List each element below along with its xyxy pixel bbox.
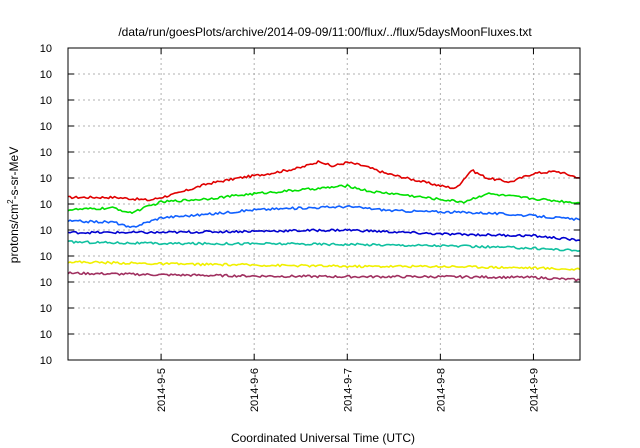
- x-tick-label: 2014-9-8: [435, 368, 447, 412]
- y-tick-label: 10: [40, 121, 52, 133]
- y-tick-label: 10: [40, 225, 52, 237]
- y-tick-label: 10: [40, 173, 52, 185]
- series-line-2: [67, 183, 581, 214]
- y-tick-label: 10: [40, 69, 52, 81]
- y-tick-label: 10: [40, 199, 52, 211]
- y-tick-label: 10: [40, 147, 52, 159]
- y-axis-ticks: 10-610-510-410-310-210-11001011021031041…: [40, 43, 580, 367]
- x-tick-label: 2014-9-6: [249, 368, 261, 412]
- x-axis-ticks: 2014-9-5 2014-9-6 2014-9-7 2014-9-8 2014-9-9: [156, 48, 540, 412]
- y-tick-label: 10: [40, 251, 52, 263]
- y-axis-label-pre: protons/cm: [7, 204, 21, 263]
- series-line-5: [67, 240, 581, 252]
- series-line-6: [67, 260, 581, 271]
- y-tick-label: 10: [40, 43, 52, 55]
- series-line-4: [67, 228, 581, 242]
- series-line-7: [67, 271, 581, 282]
- grid: [68, 48, 580, 360]
- y-tick-label: 10: [40, 329, 52, 341]
- y-axis-label: protons/cm2-s-sr-MeV: [6, 147, 21, 263]
- y-axis-label-sup: 2: [6, 199, 15, 204]
- series-line-3: [67, 205, 581, 229]
- x-axis-label: Coordinated Universal Time (UTC): [231, 431, 415, 445]
- x-tick-label: 2014-9-7: [342, 368, 354, 412]
- y-tick-label: 10: [40, 277, 52, 289]
- y-tick-label: 10: [40, 95, 52, 107]
- series-group: [67, 160, 581, 282]
- y-tick-label: 10: [40, 355, 52, 367]
- x-tick-label: 2014-9-9: [528, 368, 540, 412]
- x-tick-label: 2014-9-5: [156, 368, 168, 412]
- y-tick-label: 10: [40, 303, 52, 315]
- chart-title: /data/run/goesPlots/archive/2014-09-09/1…: [118, 25, 532, 39]
- y-axis-label-post: -s-sr-MeV: [7, 147, 21, 200]
- series-line-1: [67, 160, 581, 202]
